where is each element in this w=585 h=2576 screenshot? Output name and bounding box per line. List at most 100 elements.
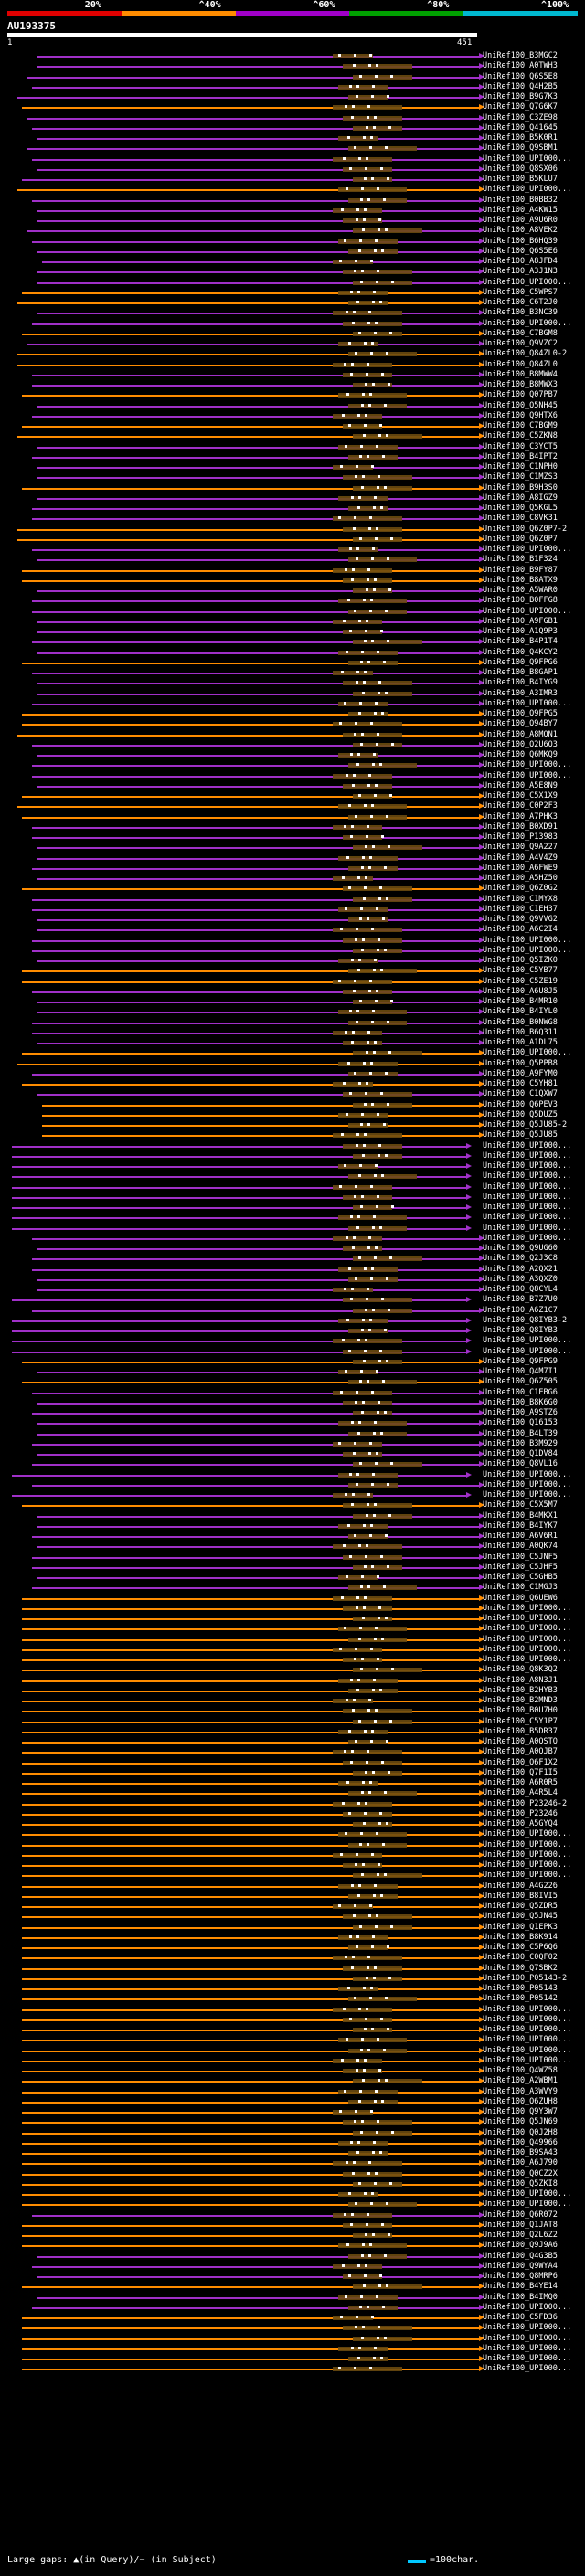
hit-label[interactable]: UniRef100_Q7F1I5 [483,1767,558,1777]
hit-row[interactable]: UniRef100_C5GHB5 [0,1573,585,1583]
hit-label[interactable]: UniRef100_P05143 [483,1984,558,1993]
hit-label[interactable]: UniRef100_UPI000... [483,1140,572,1150]
hit-row[interactable]: UniRef100_P13983 [0,832,585,843]
hit-label[interactable]: UniRef100_Q6Z0P7-2 [483,524,568,534]
hit-label[interactable]: UniRef100_B4IYK7 [483,1521,558,1531]
hit-label[interactable]: UniRef100_Q7G6K7 [483,102,558,112]
hit-row[interactable]: UniRef100_A9FGB1 [0,617,585,627]
hit-label[interactable]: UniRef100_B2HYB3 [483,1685,558,1695]
hit-label[interactable]: UniRef100_C1MYX8 [483,894,558,904]
hit-row[interactable]: UniRef100_A6J790 [0,2158,585,2168]
hit-row[interactable]: UniRef100_B4IYG9 [0,678,585,688]
hit-label[interactable]: UniRef100_B0BB32 [483,195,558,205]
hit-label[interactable]: UniRef100_C6T2J0 [483,298,558,307]
hit-row[interactable]: UniRef100_C5P6Q6 [0,1943,585,1953]
hit-label[interactable]: UniRef100_Q5PPB8 [483,1058,558,1068]
hit-label[interactable]: UniRef100_UPI000... [483,2045,572,2055]
hit-label[interactable]: UniRef100_Q8IYB3-2 [483,1315,568,1325]
hit-row[interactable]: UniRef100_Q5IZK0 [0,956,585,966]
hit-label[interactable]: UniRef100_C0P2F3 [483,801,558,811]
hit-row[interactable]: UniRef100_C5X1X9 [0,791,585,801]
hit-label[interactable]: UniRef100_A1DL75 [483,1038,558,1047]
hit-label[interactable]: UniRef100_B4IYG9 [483,678,558,688]
hit-row[interactable]: UniRef100_C1MGJ3 [0,1583,585,1593]
hit-row[interactable]: UniRef100_B4P1T4 [0,637,585,647]
hit-label[interactable]: UniRef100_Q6S5E8 [483,71,558,81]
hit-label[interactable]: UniRef100_A6C2I4 [483,925,558,935]
hit-label[interactable]: UniRef100_Q5ZKI8 [483,2178,558,2189]
hit-row[interactable]: UniRef100_A1Q9P3 [0,627,585,637]
hit-label[interactable]: UniRef100_A5HZ50 [483,874,558,883]
hit-row[interactable]: UniRef100_A8IGZ9 [0,493,585,504]
hit-label[interactable]: UniRef100_Q9FPG6 [483,657,558,667]
hit-row[interactable]: UniRef100_UPI000... [0,1213,585,1223]
hit-row[interactable]: UniRef100_Q5JN45 [0,1912,585,1922]
hit-label[interactable]: UniRef100_UPI000... [483,1624,572,1634]
hit-row[interactable]: UniRef100_C8VK31 [0,514,585,524]
hit-label[interactable]: UniRef100_B8ATX9 [483,575,558,585]
hit-label[interactable]: UniRef100_Q4H2B5 [483,81,558,91]
hit-row[interactable]: UniRef100_Q6UEW6 [0,1594,585,1604]
hit-row[interactable]: UniRef100_A8JFD4 [0,257,585,267]
hit-label[interactable]: UniRef100_UPI000... [483,2025,572,2034]
hit-row[interactable]: UniRef100_UPI000... [0,1141,585,1151]
hit-row[interactable]: UniRef100_C6T2J0 [0,298,585,308]
hit-label[interactable]: UniRef100_Q16153 [483,1418,558,1428]
hit-label[interactable]: UniRef100_UPI000... [483,2004,572,2014]
hit-row[interactable]: UniRef100_UPI000... [0,2025,585,2035]
hit-label[interactable]: UniRef100_Q9UG60 [483,1244,558,1253]
hit-label[interactable]: UniRef100_UPI000... [483,1839,572,1850]
hit-label[interactable]: UniRef100_C7BGM9 [483,421,558,430]
hit-row[interactable]: UniRef100_B2MND3 [0,1696,585,1706]
hit-label[interactable]: UniRef100_B2MND3 [483,1696,558,1705]
hit-row[interactable]: UniRef100_P05143-2 [0,1974,585,1984]
hit-row[interactable]: UniRef100_Q1DV84 [0,1449,585,1459]
hit-label[interactable]: UniRef100_B8MWX3 [483,380,558,389]
hit-row[interactable]: UniRef100_Q4H2B5 [0,82,585,92]
hit-row[interactable]: UniRef100_Q8IYB3 [0,1326,585,1336]
hit-row[interactable]: UniRef100_C5X5M7 [0,1500,585,1511]
hit-row[interactable]: UniRef100_Q9FPG5 [0,709,585,719]
hit-row[interactable]: UniRef100_UPI000... [0,2344,585,2354]
hit-label[interactable]: UniRef100_A3QXZ0 [483,1274,558,1284]
hit-row[interactable]: UniRef100_Q9SBM1 [0,143,585,154]
hit-row[interactable]: UniRef100_UPI000... [0,2364,585,2374]
hit-row[interactable]: UniRef100_B4MKX1 [0,1511,585,1521]
hit-label[interactable]: UniRef100_Q9J9A6 [483,2241,558,2251]
hit-label[interactable]: UniRef100_B4P1T4 [483,637,558,647]
hit-row[interactable]: UniRef100_UPI000... [0,1161,585,1171]
hit-label[interactable]: UniRef100_A2QX21 [483,1264,558,1274]
hit-label[interactable]: UniRef100_UPI000... [483,2364,572,2374]
hit-row[interactable]: UniRef100_A3WVY9 [0,2087,585,2097]
hit-row[interactable]: UniRef100_Q0CZ2X [0,2169,585,2179]
hit-row[interactable]: UniRef100_UPI000... [0,1614,585,1624]
hit-row[interactable]: UniRef100_UPI000... [0,319,585,329]
hit-row[interactable]: UniRef100_UPI000... [0,1655,585,1665]
hit-row[interactable]: UniRef100_UPI000... [0,2200,585,2210]
hit-label[interactable]: UniRef100_A7PHK3 [483,811,558,822]
hit-row[interactable]: UniRef100_Q7SBK2 [0,1964,585,1974]
hit-label[interactable]: UniRef100_C8VK31 [483,514,558,524]
hit-row[interactable]: UniRef100_A3QXZ0 [0,1275,585,1285]
hit-label[interactable]: UniRef100_UPI000... [483,1469,572,1479]
hit-label[interactable]: UniRef100_B5KLU7 [483,175,558,184]
hit-label[interactable]: UniRef100_UPI000... [483,1614,572,1623]
hit-row[interactable]: UniRef100_Q2J3C8 [0,1254,585,1264]
hit-label[interactable]: UniRef100_P23246-2 [483,1798,568,1808]
hit-label[interactable]: UniRef100_Q4M7I1 [483,1367,558,1376]
hit-row[interactable]: UniRef100_Q84ZL0-2 [0,349,585,359]
hit-label[interactable]: UniRef100_UPI000... [483,1644,572,1654]
hit-row[interactable]: UniRef100_Q9J9A6 [0,2241,585,2251]
hit-row[interactable]: UniRef100_C1NPH0 [0,462,585,472]
hit-row[interactable]: UniRef100_B0BB32 [0,196,585,206]
hit-row[interactable]: UniRef100_Q9WYA4 [0,2262,585,2272]
hit-label[interactable]: UniRef100_UPI000... [483,935,572,945]
hit-row[interactable]: UniRef100_A0TWH3 [0,61,585,71]
hit-label[interactable]: UniRef100_Q9VZC2 [483,339,558,348]
hit-label[interactable]: UniRef100_UPI000... [483,2200,572,2210]
hit-row[interactable]: UniRef100_A1DL75 [0,1038,585,1048]
hit-row[interactable]: UniRef100_UPI000... [0,1635,585,1645]
hit-label[interactable]: UniRef100_UPI000... [483,2055,572,2065]
hit-row[interactable]: UniRef100_A0QSTO [0,1737,585,1747]
hit-label[interactable]: UniRef100_Q2U6Q3 [483,739,558,749]
